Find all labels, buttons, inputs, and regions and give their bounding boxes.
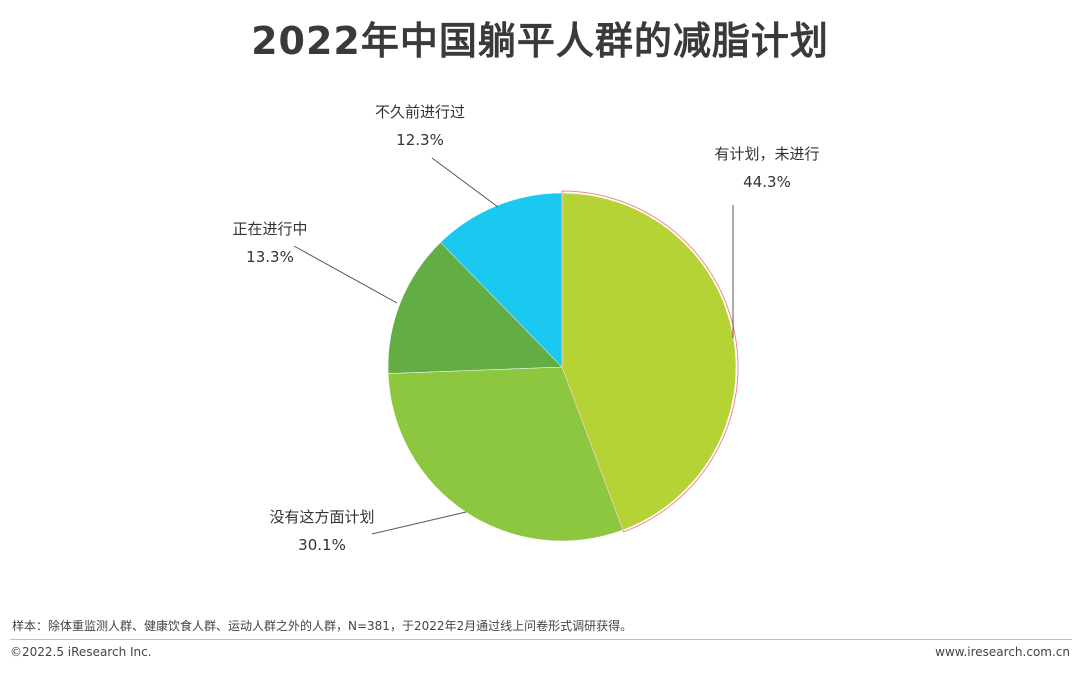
- copyright-text: ©2022.5 iResearch Inc.: [10, 645, 152, 659]
- slice-label: 有计划，未进行: [714, 145, 819, 163]
- chart-title: 2022年中国躺平人群的减脂计划: [251, 19, 829, 63]
- slice-label: 不久前进行过: [375, 103, 465, 121]
- footer-divider: [10, 639, 1072, 640]
- slice-highlight-outline: [561, 190, 739, 533]
- slice-value-label: 13.3%: [246, 248, 294, 266]
- pie-chart: 有计划，未进行 44.3% 没有这方面计划 30.1% 正在进行中 13.3% 不久前进行过…: [232, 103, 819, 554]
- pie-slice: [387, 242, 563, 374]
- leader-line: [371, 511, 467, 535]
- leader-line: [293, 245, 398, 304]
- slice-value-label: 30.1%: [298, 536, 346, 554]
- website-link[interactable]: www.iresearch.com.cn: [935, 645, 1070, 659]
- slice-value-label: 12.3%: [396, 131, 444, 149]
- slice-label: 没有这方面计划: [269, 508, 374, 526]
- slice-value-label: 44.3%: [743, 173, 791, 191]
- leader-line: [431, 157, 499, 208]
- slice-label: 正在进行中: [232, 220, 307, 238]
- sample-note: 样本：除体重监测人群、健康饮食人群、运动人群之外的人群，N=381，于2022年…: [12, 619, 633, 633]
